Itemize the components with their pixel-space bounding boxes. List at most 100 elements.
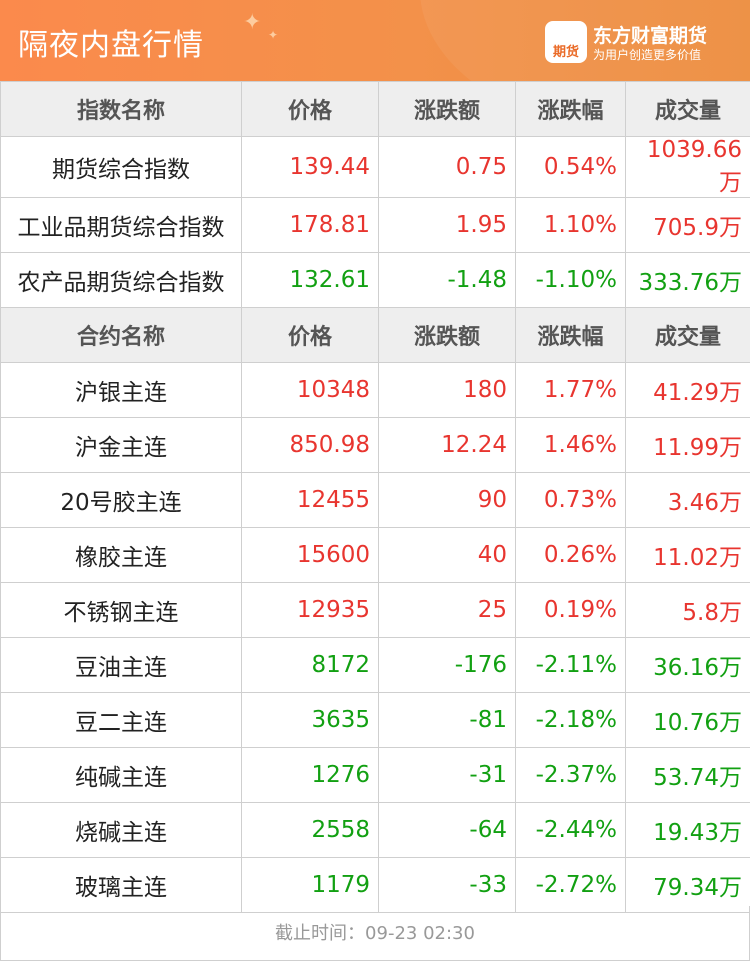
cell-name: 豆二主连 (0, 692, 242, 748)
footer-timestamp: 截止时间：09-23 02:30 (0, 906, 750, 961)
cell-price: 178.81 (241, 197, 379, 253)
column-header: 合约名称 (0, 307, 242, 363)
cell-change: -31 (378, 747, 516, 803)
cell-price: 1276 (241, 747, 379, 803)
cell-name: 豆油主连 (0, 637, 242, 693)
column-header: 涨跌幅 (515, 307, 626, 363)
cell-volume: 5.8万 (625, 582, 750, 638)
cell-change: -176 (378, 637, 516, 693)
cell-pct: 0.54% (515, 136, 626, 198)
cell-volume: 53.74万 (625, 747, 750, 803)
cell-name: 橡胶主连 (0, 527, 242, 583)
cell-volume: 705.9万 (625, 197, 750, 253)
table-row: 沪金主连 850.98 12.24 1.46% 11.99万 (0, 417, 750, 473)
table-row: 20号胶主连 12455 90 0.73% 3.46万 (0, 472, 750, 528)
cell-change: -1.48 (378, 252, 516, 308)
column-header: 指数名称 (0, 81, 242, 137)
cell-pct: -2.11% (515, 637, 626, 693)
cell-price: 1179 (241, 857, 379, 913)
cell-pct: -2.18% (515, 692, 626, 748)
table-row: 工业品期货综合指数 178.81 1.95 1.10% 705.9万 (0, 197, 750, 253)
column-header: 成交量 (625, 307, 750, 363)
cell-price: 15600 (241, 527, 379, 583)
cell-price: 10348 (241, 362, 379, 418)
cell-volume: 1039.66万 (625, 136, 750, 198)
cell-name: 工业品期货综合指数 (0, 197, 242, 253)
sparkle-icon: ✦ (268, 28, 279, 42)
cell-volume: 41.29万 (625, 362, 750, 418)
cell-name: 农产品期货综合指数 (0, 252, 242, 308)
cell-pct: -1.10% (515, 252, 626, 308)
cell-name: 不锈钢主连 (0, 582, 242, 638)
cell-pct: 0.73% (515, 472, 626, 528)
page-title: 隔夜内盘行情 (18, 28, 204, 63)
cell-change: 0.75 (378, 136, 516, 198)
cell-change: -33 (378, 857, 516, 913)
cell-name: 玻璃主连 (0, 857, 242, 913)
cell-name: 烧碱主连 (0, 802, 242, 858)
brand-name: 东方财富期货 (593, 25, 708, 47)
table-header-row: 合约名称 价格 涨跌额 涨跌幅 成交量 (0, 307, 750, 363)
timestamp-value: 09-23 02:30 (365, 923, 475, 944)
cell-change: 40 (378, 527, 516, 583)
column-header: 涨跌额 (378, 81, 516, 137)
table-row: 玻璃主连 1179 -33 -2.72% 79.34万 (0, 857, 750, 913)
table-row: 不锈钢主连 12935 25 0.19% 5.8万 (0, 582, 750, 638)
table-row: 纯碱主连 1276 -31 -2.37% 53.74万 (0, 747, 750, 803)
column-header: 成交量 (625, 81, 750, 137)
cell-change: 180 (378, 362, 516, 418)
cell-volume: 79.34万 (625, 857, 750, 913)
cell-pct: 1.77% (515, 362, 626, 418)
cell-change: 1.95 (378, 197, 516, 253)
table-row: 沪银主连 10348 180 1.77% 41.29万 (0, 362, 750, 418)
brand-slogan: 为用户创造更多价值 (593, 48, 702, 62)
cell-change: -81 (378, 692, 516, 748)
table-row: 期货综合指数 139.44 0.75 0.54% 1039.66万 (0, 136, 750, 198)
cell-pct: -2.37% (515, 747, 626, 803)
sparkle-icon: ✦ (243, 10, 262, 35)
cell-volume: 11.99万 (625, 417, 750, 473)
column-header: 价格 (241, 81, 379, 137)
cell-name: 沪金主连 (0, 417, 242, 473)
cell-volume: 333.76万 (625, 252, 750, 308)
cell-change: -64 (378, 802, 516, 858)
cell-change: 90 (378, 472, 516, 528)
column-header: 价格 (241, 307, 379, 363)
cell-volume: 11.02万 (625, 527, 750, 583)
column-header: 涨跌幅 (515, 81, 626, 137)
timestamp-label: 截止时间： (275, 923, 366, 944)
cell-name: 沪银主连 (0, 362, 242, 418)
cell-pct: -2.44% (515, 802, 626, 858)
cell-volume: 19.43万 (625, 802, 750, 858)
table-header-row: 指数名称 价格 涨跌额 涨跌幅 成交量 (0, 81, 750, 137)
table-row: 豆二主连 3635 -81 -2.18% 10.76万 (0, 692, 750, 748)
cell-price: 12935 (241, 582, 379, 638)
brand-logo-icon: 期货 (545, 21, 587, 63)
cell-pct: -2.72% (515, 857, 626, 913)
cell-price: 2558 (241, 802, 379, 858)
cell-price: 139.44 (241, 136, 379, 198)
cell-price: 850.98 (241, 417, 379, 473)
cell-volume: 3.46万 (625, 472, 750, 528)
column-header: 涨跌额 (378, 307, 516, 363)
cell-volume: 10.76万 (625, 692, 750, 748)
cell-pct: 0.26% (515, 527, 626, 583)
cell-name: 20号胶主连 (0, 472, 242, 528)
header-banner: 隔夜内盘行情 ✦ ✦ 期货 东方财富期货 为用户创造更多价值 (0, 0, 750, 81)
cell-pct: 1.10% (515, 197, 626, 253)
cell-name: 期货综合指数 (0, 136, 242, 198)
table-row: 豆油主连 8172 -176 -2.11% 36.16万 (0, 637, 750, 693)
cell-price: 12455 (241, 472, 379, 528)
cell-volume: 36.16万 (625, 637, 750, 693)
cell-change: 12.24 (378, 417, 516, 473)
market-table: 指数名称 价格 涨跌额 涨跌幅 成交量 期货综合指数 139.44 0.75 0.54% 1039… (0, 81, 750, 913)
cell-price: 132.61 (241, 252, 379, 308)
table-row: 农产品期货综合指数 132.61 -1.48 -1.10% 333.76万 (0, 252, 750, 308)
cell-price: 3635 (241, 692, 379, 748)
cell-name: 纯碱主连 (0, 747, 242, 803)
cell-price: 8172 (241, 637, 379, 693)
cell-change: 25 (378, 582, 516, 638)
table-row: 橡胶主连 15600 40 0.26% 11.02万 (0, 527, 750, 583)
cell-pct: 0.19% (515, 582, 626, 638)
table-row: 烧碱主连 2558 -64 -2.44% 19.43万 (0, 802, 750, 858)
